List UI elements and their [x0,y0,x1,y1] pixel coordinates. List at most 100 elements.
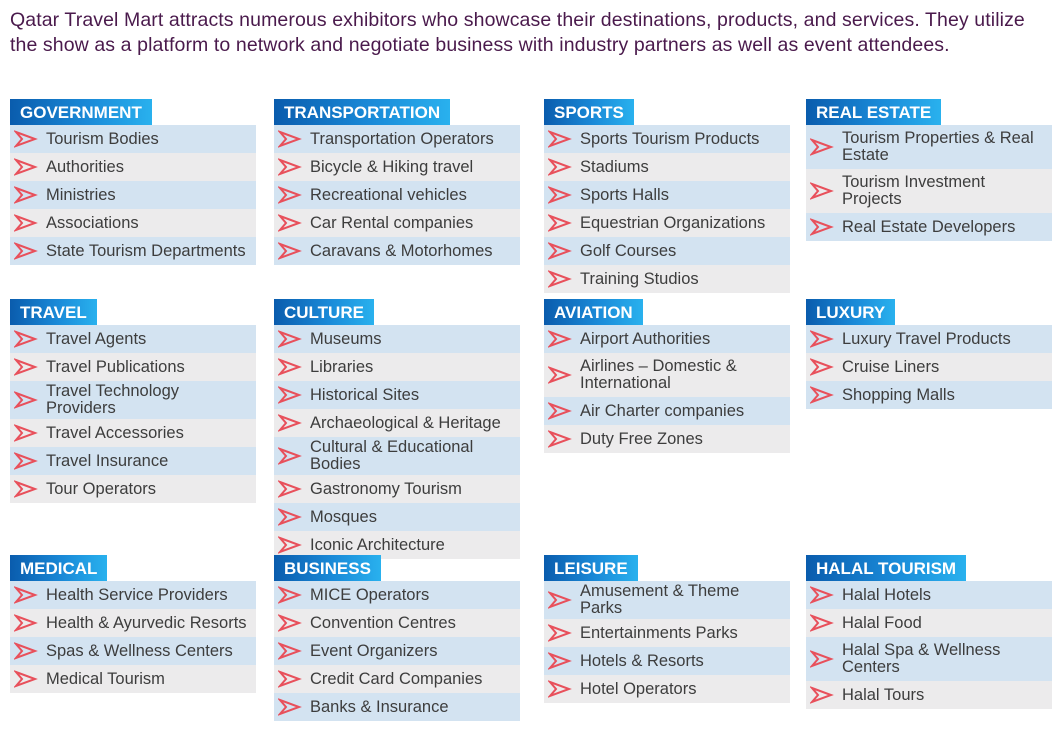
list-item: Travel Publications [10,353,256,381]
list-item: Luxury Travel Products [806,325,1052,353]
chevron-arrow-icon [278,508,302,526]
list-item-label: Event Organizers [310,641,438,660]
list-item: Mosques [274,503,520,531]
list-item: Duty Free Zones [544,425,790,453]
list-item: Stadiums [544,153,790,181]
list-item-label: Halal Tours [842,685,925,704]
list-item-label: Sports Tourism Products [580,129,760,148]
category-item-list: Amusement & Theme Parks Entertainments Pa… [544,581,790,703]
list-item: Museums [274,325,520,353]
category-title: REAL ESTATE [806,99,942,125]
chevron-arrow-icon [278,586,302,604]
chevron-arrow-icon [548,214,572,232]
chevron-arrow-icon [14,130,38,148]
list-item: Sports Halls [544,181,790,209]
list-item: MICE Operators [274,581,520,609]
chevron-arrow-icon [278,614,302,632]
list-item-label: Travel Insurance [46,451,169,470]
list-item: Historical Sites [274,381,520,409]
list-item: Entertainments Parks [544,619,790,647]
category-title: CULTURE [274,299,374,325]
list-item-label: Museums [310,329,382,348]
list-item: Halal Spa & Wellness Centers [806,637,1052,681]
list-item: Sports Tourism Products [544,125,790,153]
list-item: Travel Insurance [10,447,256,475]
list-item-label: Banks & Insurance [310,697,449,716]
list-item: Halal Hotels [806,581,1052,609]
list-item-label: State Tourism Departments [46,241,246,260]
list-item-label: Travel Publications [46,357,185,376]
chevron-arrow-icon [278,358,302,376]
list-item-label: Golf Courses [580,241,677,260]
list-item: Health Service Providers [10,581,256,609]
list-item-label: Duty Free Zones [580,429,703,448]
list-item: Shopping Malls [806,381,1052,409]
chevron-arrow-icon [278,414,302,432]
chevron-arrow-icon [278,214,302,232]
list-item-label: Health Service Providers [46,585,228,604]
category-title: SPORTS [544,99,634,125]
list-item: Iconic Architecture [274,531,520,559]
chevron-arrow-icon [810,138,834,156]
category-leisure: LEISURE Amusement & Theme Parks Entertainm… [544,555,790,703]
list-item-label: Iconic Architecture [310,535,445,554]
category-sports: SPORTS Sports Tourism Products Stadiums Spo… [544,99,790,293]
chevron-arrow-icon [548,680,572,698]
list-item-label: Shopping Malls [842,385,955,404]
chevron-arrow-icon [548,624,572,642]
chevron-arrow-icon [548,242,572,260]
chevron-arrow-icon [548,130,572,148]
list-item: Cruise Liners [806,353,1052,381]
list-item-label: Halal Food [842,613,922,632]
list-item-label: Amusement & Theme Parks [580,582,740,617]
list-item: Golf Courses [544,237,790,265]
chevron-arrow-icon [14,186,38,204]
list-item: Travel Accessories [10,419,256,447]
chevron-arrow-icon [14,614,38,632]
category-title: LUXURY [806,299,896,325]
list-item-label: MICE Operators [310,585,430,604]
list-item-label: Ministries [46,185,116,204]
list-item-label: Spas & Wellness Centers [46,641,233,660]
chevron-arrow-icon [14,214,38,232]
list-item: Halal Tours [806,681,1052,709]
category-item-list: Museums Libraries Historical Sites Archaeol… [274,325,520,559]
intro-paragraph: Qatar Travel Mart attracts numerous exhi… [10,9,1025,56]
list-item: Tourism Bodies [10,125,256,153]
list-item: Air Charter companies [544,397,790,425]
chevron-arrow-icon [14,391,38,409]
list-item: Tourism Investment Projects [806,169,1052,213]
list-item-label: Airlines – Domestic & International [580,357,737,392]
chevron-arrow-icon [810,586,834,604]
chevron-arrow-icon [810,614,834,632]
list-item: Caravans & Motorhomes [274,237,520,265]
chevron-arrow-icon [810,330,834,348]
category-title: GOVERNMENT [10,99,152,125]
list-item: Authorities [10,153,256,181]
category-item-list: Health Service Providers Health & Ayurved… [10,581,256,693]
list-item-label: Entertainments Parks [580,623,738,642]
list-item-label: Archaeological & Heritage [310,413,501,432]
list-item: Halal Food [806,609,1052,637]
category-item-list: Tourism Properties & Real Estate Tourism … [806,125,1052,241]
category-title: MEDICAL [10,555,108,581]
chevron-arrow-icon [14,330,38,348]
chevron-arrow-icon [548,402,572,420]
list-item: Tourism Properties & Real Estate [806,125,1052,169]
category-medical: MEDICAL Health Service Providers Health & … [10,555,256,693]
list-item: Hotels & Resorts [544,647,790,675]
list-item: Recreational vehicles [274,181,520,209]
list-item: Associations [10,209,256,237]
chevron-arrow-icon [548,330,572,348]
list-item: Airport Authorities [544,325,790,353]
list-item-label: Equestrian Organizations [580,213,766,232]
chevron-arrow-icon [810,182,834,200]
category-item-list: Transportation Operators Bicycle & Hiking… [274,125,520,265]
category-title: TRAVEL [10,299,97,325]
list-item: Travel Technology Providers [10,381,256,419]
list-item-label: Convention Centres [310,613,456,632]
chevron-arrow-icon [810,686,834,704]
list-item: Car Rental companies [274,209,520,237]
chevron-arrow-icon [14,358,38,376]
chevron-arrow-icon [810,650,834,668]
